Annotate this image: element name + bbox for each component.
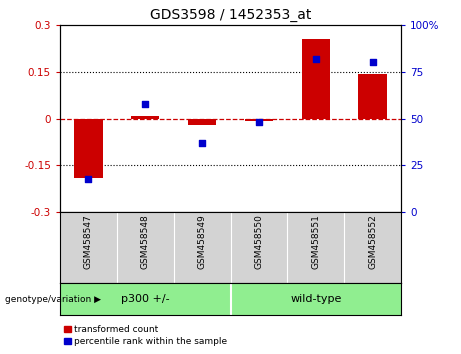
Text: genotype/variation ▶: genotype/variation ▶	[5, 295, 100, 304]
Point	[255, 120, 263, 125]
Point	[198, 140, 206, 146]
Bar	[358, 74, 387, 119]
Text: p300 +/-: p300 +/-	[121, 294, 170, 304]
Bar	[188, 119, 216, 125]
Point	[369, 59, 376, 65]
Text: GSM458547: GSM458547	[84, 215, 93, 269]
Text: GSM458552: GSM458552	[368, 215, 377, 269]
Point	[85, 176, 92, 182]
Bar	[74, 119, 102, 178]
Bar	[301, 39, 330, 119]
Text: GSM458550: GSM458550	[254, 215, 263, 269]
Bar	[131, 116, 160, 119]
Bar	[245, 119, 273, 121]
Text: GSM458549: GSM458549	[198, 215, 207, 269]
Legend: transformed count, percentile rank within the sample: transformed count, percentile rank withi…	[65, 325, 227, 346]
Point	[142, 101, 149, 107]
Text: wild-type: wild-type	[290, 294, 342, 304]
Point	[312, 56, 319, 61]
Title: GDS3598 / 1452353_at: GDS3598 / 1452353_at	[150, 8, 311, 22]
Text: GSM458548: GSM458548	[141, 215, 150, 269]
Text: GSM458551: GSM458551	[311, 215, 320, 269]
